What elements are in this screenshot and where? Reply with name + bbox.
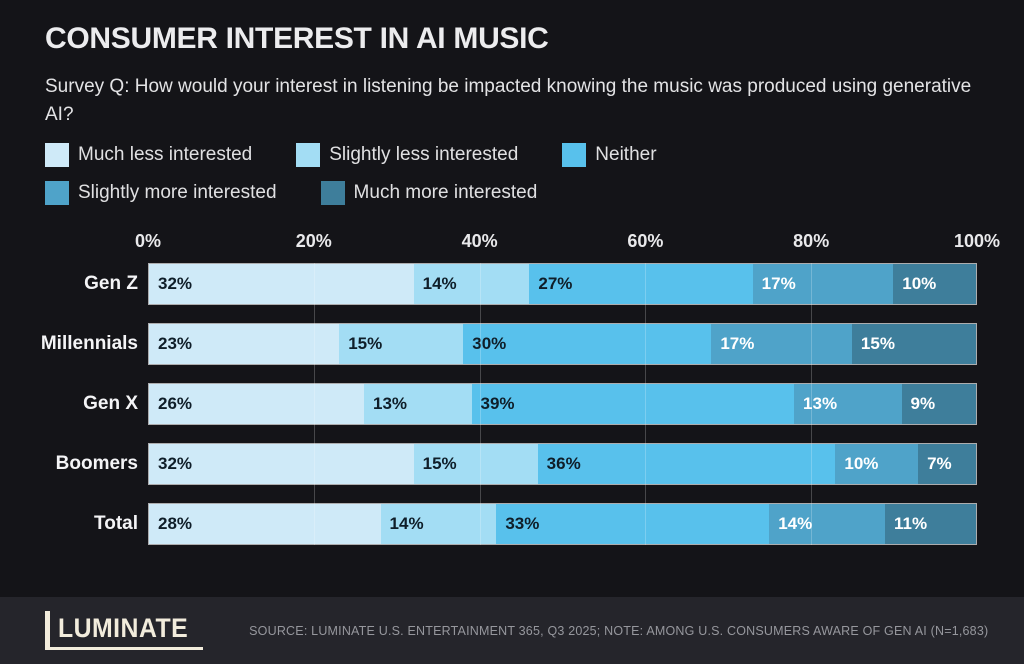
segment-value-label: 32%: [158, 274, 193, 293]
segment-value-label: 39%: [480, 394, 515, 413]
bar-segment: 7%: [918, 444, 976, 484]
legend-label: Slightly more interested: [78, 182, 277, 203]
x-axis-tick: 100%: [953, 231, 1001, 251]
bar-segment: 9%: [901, 384, 976, 424]
segment-value-label: 15%: [348, 334, 383, 353]
bar-segment: 14%: [380, 504, 497, 544]
segment-value-label: 13%: [373, 394, 408, 413]
legend-item: Much more interested: [320, 181, 538, 205]
row-label: Millennials: [40, 333, 138, 354]
bar-segment: 14%: [413, 264, 530, 304]
bar-segment: 32%: [149, 444, 414, 484]
bar-segment: 10%: [893, 264, 976, 304]
luminate-logo-text: LUMINATE: [58, 613, 189, 643]
segment-value-label: 27%: [538, 274, 573, 293]
segment-value-label: 10%: [902, 274, 937, 293]
legend-swatch: [320, 181, 345, 205]
bar-segment: 17%: [752, 264, 894, 304]
bar-segment: 28%: [149, 504, 381, 544]
bar-segment: 30%: [463, 324, 712, 364]
bar: 28% 14% 33% 14% 11%: [148, 503, 977, 545]
bar: 23% 15% 30% 17% 15%: [148, 323, 977, 365]
luminate-logo: LUMINATE: [45, 611, 204, 650]
segment-value-label: 7%: [927, 454, 952, 473]
segment-value-label: 36%: [546, 454, 581, 473]
legend-row-2: Slightly more interested Much more intere…: [45, 181, 979, 205]
bar-segment: 27%: [529, 264, 753, 304]
legend-label: Much more interested: [353, 182, 538, 203]
bar-segment: 13%: [794, 384, 902, 424]
x-axis: 0% 20% 40% 60% 80% 100%: [135, 231, 1000, 255]
legend-item: Slightly more interested: [45, 181, 277, 205]
legend-label: Slightly less interested: [329, 144, 519, 165]
bar-segment: 32%: [149, 264, 414, 304]
bar-row: Total 28% 14% 33% 14% 11%: [0, 503, 1024, 545]
segment-value-label: 26%: [158, 394, 193, 413]
bar: 32% 15% 36% 10% 7%: [148, 443, 977, 485]
x-axis-tick: 20%: [295, 231, 332, 251]
bar-segment: 36%: [537, 444, 836, 484]
bar-row: Gen Z 32% 14% 27% 17% 10%: [0, 263, 1024, 305]
bar-row: Gen X 26% 13% 39% 13% 9%: [0, 383, 1024, 425]
x-axis-tick: 40%: [461, 231, 498, 251]
bar-segment: 15%: [851, 324, 976, 364]
bar-segment: 15%: [413, 444, 538, 484]
bar: 32% 14% 27% 17% 10%: [148, 263, 977, 305]
segment-value-label: 33%: [505, 514, 540, 533]
segment-value-label: 14%: [389, 514, 424, 533]
legend: Much less interested Slightly less intere…: [45, 143, 979, 205]
segment-value-label: 13%: [803, 394, 838, 413]
source-note: SOURCE: LUMINATE U.S. ENTERTAINMENT 365,…: [249, 623, 989, 638]
bar-segment: 14%: [769, 504, 885, 544]
bar-segment: 11%: [884, 504, 976, 544]
bar-segment: 39%: [471, 384, 795, 424]
segment-value-label: 9%: [910, 394, 936, 413]
segment-value-label: 10%: [844, 454, 879, 473]
legend-swatch: [296, 143, 321, 167]
segment-value-label: 30%: [472, 334, 507, 353]
segment-value-label: 28%: [158, 514, 193, 533]
plot-area: Gen Z 32% 14% 27% 17% 10% Millennials 23% 15% 30%…: [0, 263, 1024, 545]
bar-row: Boomers 32% 15% 36% 10% 7%: [0, 443, 1024, 485]
legend-item: Much less interested: [45, 143, 252, 167]
footer-bar: LUMINATE SOURCE: LUMINATE U.S. ENTERTAIN…: [0, 597, 1024, 664]
segment-value-label: 14%: [778, 514, 813, 533]
page-title: CONSUMER INTEREST IN AI MUSIC: [45, 22, 549, 55]
segment-value-label: 17%: [720, 334, 755, 353]
segment-value-label: 14%: [422, 274, 457, 293]
bar-segment: 15%: [339, 324, 464, 364]
bar-segment: 17%: [711, 324, 852, 364]
bar-segment: 26%: [149, 384, 365, 424]
segment-value-label: 32%: [158, 454, 193, 473]
segment-value-label: 17%: [761, 274, 796, 293]
segment-value-label: 23%: [158, 334, 193, 353]
bar-row: Millennials 23% 15% 30% 17% 15%: [0, 323, 1024, 365]
segment-value-label: 11%: [893, 514, 928, 533]
stacked-bar-chart: 0% 20% 40% 60% 80% 100% Gen Z 32% 14% 27% 17% 10% M…: [0, 231, 1024, 545]
x-axis-tick: 60%: [627, 231, 664, 251]
legend-swatch: [562, 143, 587, 167]
survey-question: Survey Q: How would your interest in lis…: [45, 76, 972, 125]
legend-swatch: [45, 143, 69, 167]
bar-segment: 33%: [496, 504, 770, 544]
legend-item: Slightly less interested: [296, 143, 518, 167]
row-label: Gen Z: [84, 273, 138, 294]
legend-label: Much less interested: [78, 144, 253, 165]
legend-item: Neither: [562, 143, 657, 167]
row-label: Gen X: [83, 393, 138, 414]
row-label: Boomers: [55, 453, 138, 474]
x-axis-tick: 80%: [793, 231, 830, 251]
bar-segment: 23%: [149, 324, 340, 364]
segment-value-label: 15%: [422, 454, 457, 473]
segment-value-label: 15%: [860, 334, 895, 353]
legend-swatch: [45, 181, 69, 205]
row-label: Total: [94, 513, 138, 534]
bar-segment: 10%: [835, 444, 919, 484]
bar-segment: 13%: [364, 384, 472, 424]
legend-row-1: Much less interested Slightly less intere…: [45, 143, 979, 167]
x-axis-tick: 0%: [134, 231, 162, 251]
legend-label: Neither: [595, 144, 657, 165]
bar: 26% 13% 39% 13% 9%: [148, 383, 977, 425]
